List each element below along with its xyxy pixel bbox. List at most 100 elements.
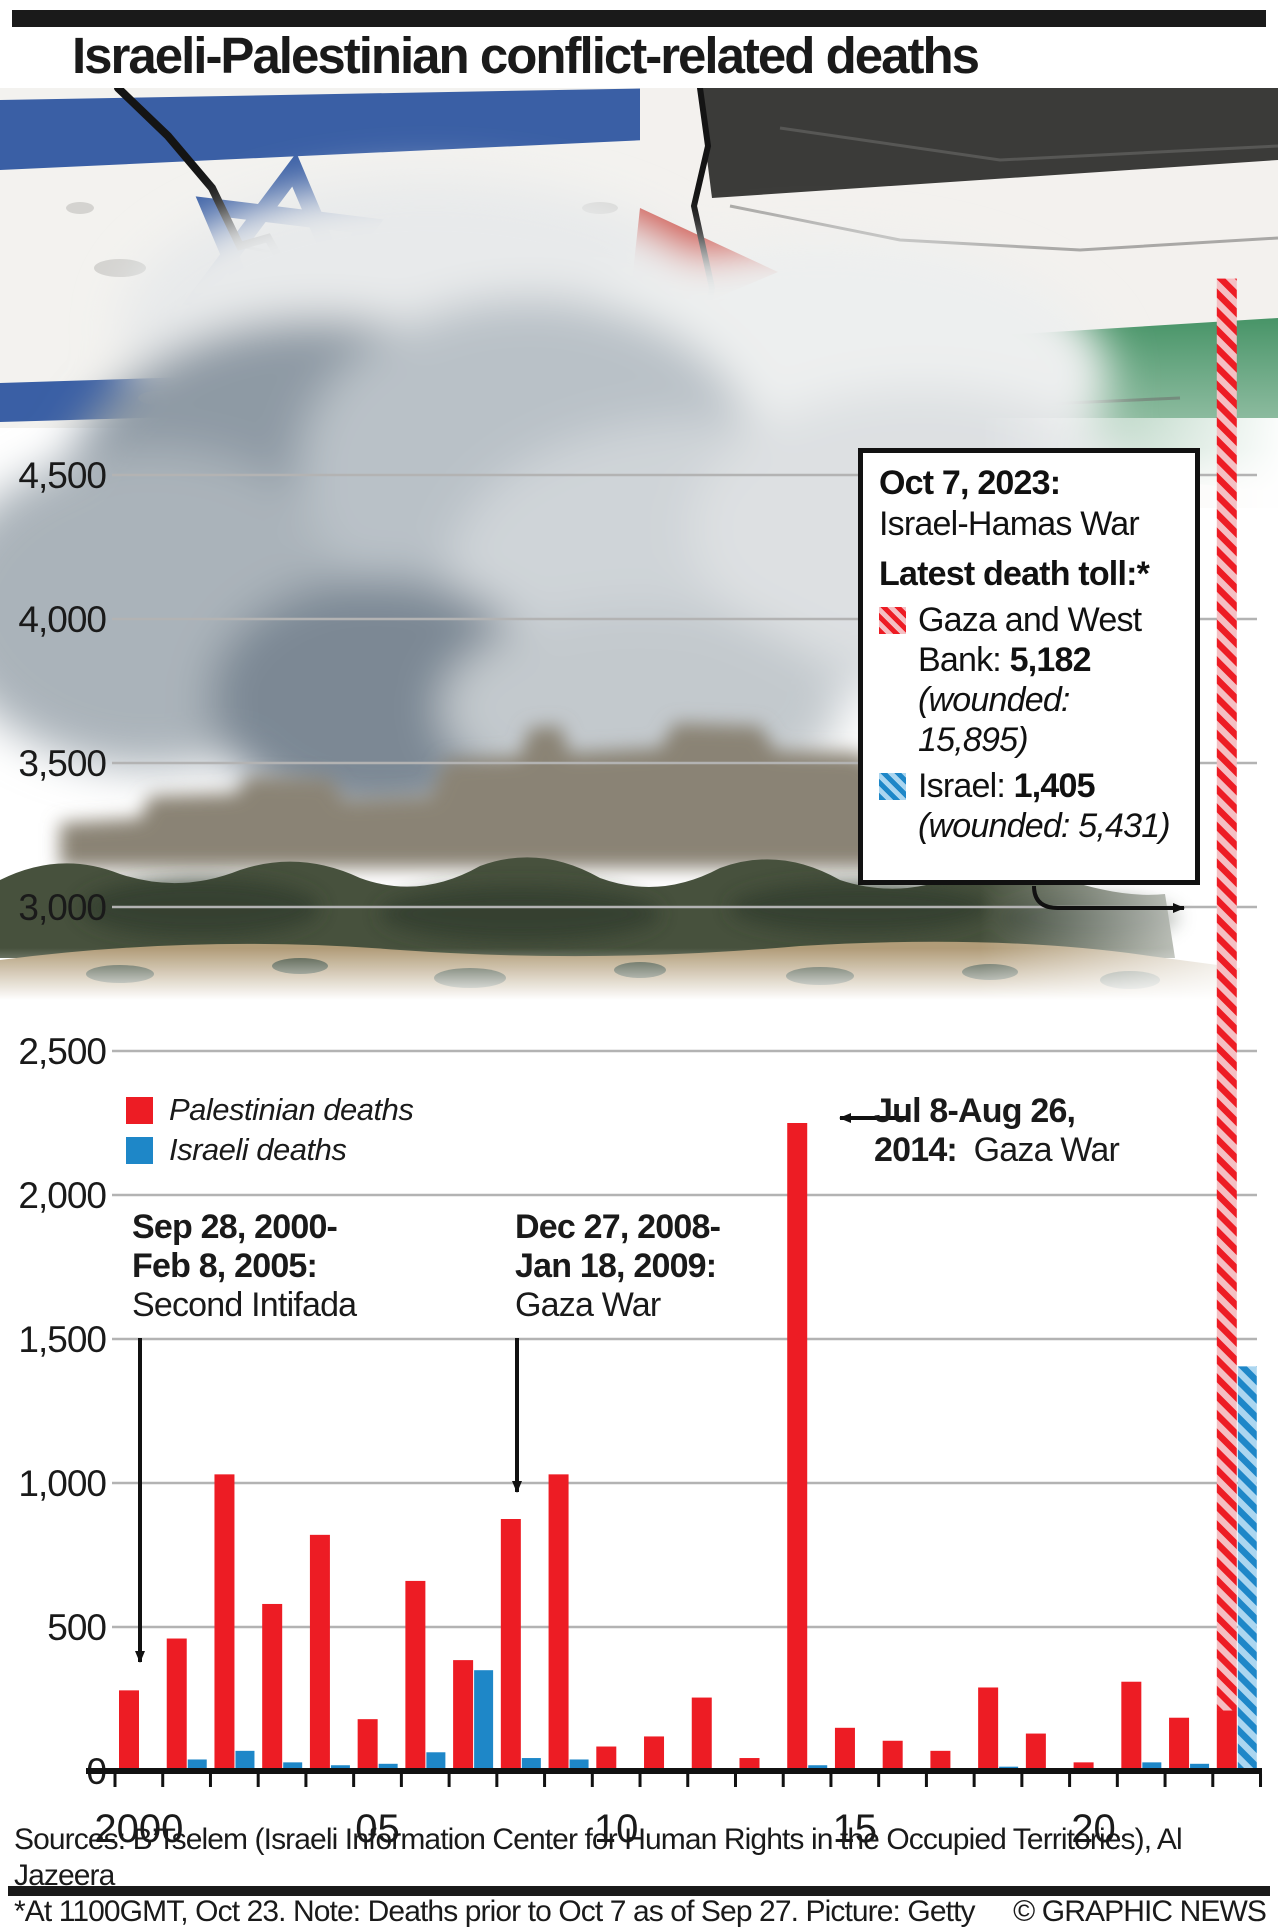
bar-palestinian-2009 xyxy=(548,1474,569,1771)
x-axis-tick xyxy=(1259,1774,1263,1787)
toll-israel-value: 1,405 xyxy=(1013,767,1096,805)
x-axis-tick xyxy=(543,1774,547,1787)
bar-palestinian-2017 xyxy=(930,1750,951,1771)
x-axis-label-2015: 15 xyxy=(833,1807,878,1851)
x-axis-tick xyxy=(686,1774,690,1787)
y-axis-label-500: 500 xyxy=(47,1607,106,1648)
bar-palestinian-2015 xyxy=(834,1727,855,1771)
bar-israeli-hatched-2023 xyxy=(1237,1366,1257,1771)
y-axis-label-4000: 4,000 xyxy=(18,599,106,640)
x-axis-tick xyxy=(877,1774,881,1787)
source-line2: *At 1100GMT, Oct 23. Note: Deaths prior … xyxy=(14,1895,976,1928)
red-hatch-swatch xyxy=(879,607,906,634)
bar-israeli-2007 xyxy=(474,1670,494,1771)
top-rule xyxy=(12,10,1266,27)
bar-israeli-2009 xyxy=(569,1759,589,1771)
annotation-gaza-war-2014: Jul 8-Aug 26, 2014: Gaza War xyxy=(874,1092,1120,1170)
legend-label: Israeli deaths xyxy=(169,1132,347,1167)
y-axis-label-2000: 2,000 xyxy=(18,1175,106,1216)
toll-gaza-label: Gaza and West Bank: xyxy=(918,601,1142,679)
blue-hatch-swatch xyxy=(879,773,906,800)
x-axis-tick xyxy=(1211,1774,1215,1787)
bar-palestinian-2023 xyxy=(1216,1710,1237,1771)
x-axis-label-2000: 2000 xyxy=(94,1807,183,1851)
bar-palestinian-2019 xyxy=(1025,1733,1046,1771)
x-axis-tick xyxy=(352,1774,356,1787)
x-axis-tick xyxy=(495,1774,499,1787)
x-axis-tick xyxy=(1068,1774,1072,1787)
x-axis-tick xyxy=(1115,1774,1119,1787)
bar-palestinian-2021 xyxy=(1121,1681,1142,1771)
bar-palestinian-2022 xyxy=(1169,1717,1190,1771)
bar-israeli-2003 xyxy=(283,1762,303,1771)
x-axis-tick xyxy=(829,1774,833,1787)
bottom-rule xyxy=(8,1886,1270,1896)
x-axis-tick xyxy=(304,1774,308,1787)
bar-israeli-2022 xyxy=(1190,1763,1210,1771)
toll-text-israel: Israel: 1,405 (wounded: 5,431) xyxy=(918,766,1174,846)
x-axis-tick xyxy=(1020,1774,1024,1787)
oct7-info-box: Oct 7, 2023: Israel-Hamas War Latest dea… xyxy=(858,448,1200,885)
page-title: Israeli-Palestinian conflict-related dea… xyxy=(72,27,980,84)
bar-israeli-2002 xyxy=(235,1750,255,1771)
bar-palestinian-2013 xyxy=(739,1758,760,1771)
bar-palestinian-2000 xyxy=(119,1690,139,1771)
x-axis-tick xyxy=(161,1774,165,1787)
info-box-toll-label: Latest death toll:* xyxy=(879,555,1150,593)
x-axis-tick xyxy=(638,1774,642,1787)
x-axis-baseline xyxy=(86,1768,1262,1774)
legend-item-palestinian: Palestinian deaths xyxy=(126,1092,414,1128)
bar-palestinian-2005 xyxy=(357,1719,378,1771)
bar-palestinian-2007 xyxy=(453,1660,474,1771)
bar-israeli-2001 xyxy=(187,1759,207,1771)
info-box-event: Israel-Hamas War xyxy=(879,505,1140,543)
source-block: Sources: B’Tselem (Israeli Information C… xyxy=(14,1822,1267,1930)
toll-gaza-wounded: (wounded: 15,895) xyxy=(918,681,1070,759)
x-axis-tick xyxy=(924,1774,928,1787)
bar-israeli-2006 xyxy=(426,1752,446,1771)
y-axis-label-1000: 1,000 xyxy=(18,1463,106,1504)
annotation-gaza-war-2009: Dec 27, 2008- Jan 18, 2009: Gaza War xyxy=(515,1208,721,1325)
toll-text-gaza: Gaza and West Bank: 5,182 (wounded: 15,8… xyxy=(918,600,1174,760)
bar-palestinian-2002 xyxy=(214,1474,235,1771)
y-axis-label-2500: 2,500 xyxy=(18,1031,106,1072)
x-axis-label-2005: 05 xyxy=(355,1807,400,1851)
israeli-color-swatch xyxy=(126,1136,153,1164)
bar-palestinian-2020 xyxy=(1073,1762,1094,1771)
x-axis-tick xyxy=(781,1774,785,1787)
bar-palestinian-2018 xyxy=(978,1687,999,1771)
x-axis-tick xyxy=(208,1774,212,1787)
toll-gaza-value: 5,182 xyxy=(1009,641,1092,679)
annotation-line: Jan 18, 2009: xyxy=(515,1247,717,1285)
annotation-line: Sep 28, 2000- xyxy=(132,1208,338,1246)
x-axis-tick xyxy=(1163,1774,1167,1787)
x-axis-tick xyxy=(113,1774,117,1787)
bar-palestinian-2012 xyxy=(691,1697,712,1771)
bar-palestinian-hatched-2023 xyxy=(1216,278,1237,1711)
source-line1: Sources: B’Tselem (Israeli Information C… xyxy=(14,1823,1183,1892)
legend-label: Palestinian deaths xyxy=(169,1092,414,1127)
bar-palestinian-2003 xyxy=(262,1603,283,1771)
toll-item-gaza: Gaza and West Bank: 5,182 (wounded: 15,8… xyxy=(879,600,1181,760)
annotation-line: Feb 8, 2005: xyxy=(132,1247,318,1285)
annotation-second-intifada: Sep 28, 2000- Feb 8, 2005: Second Intifa… xyxy=(132,1208,357,1325)
bar-palestinian-2001 xyxy=(166,1638,187,1771)
y-axis-label-3000: 3,000 xyxy=(18,887,106,928)
bar-israeli-2008 xyxy=(521,1758,541,1771)
copyright: © GRAPHIC NEWS xyxy=(1013,1895,1267,1928)
annotation-line: Dec 27, 2008- xyxy=(515,1208,721,1246)
info-box-date: Oct 7, 2023: xyxy=(879,464,1061,502)
bar-palestinian-2014 xyxy=(787,1123,808,1771)
bar-israeli-2005 xyxy=(378,1763,398,1771)
bar-palestinian-2016 xyxy=(882,1740,903,1771)
x-axis-tick xyxy=(733,1774,737,1787)
legend-item-israeli: Israeli deaths xyxy=(126,1132,347,1168)
bar-palestinian-2008 xyxy=(500,1519,521,1771)
annotation-line: Second Intifada xyxy=(132,1286,357,1324)
bar-palestinian-2006 xyxy=(405,1580,426,1771)
y-axis-label-4500: 4,500 xyxy=(18,455,106,496)
annotation-line: Gaza War xyxy=(973,1131,1120,1169)
info-box-header: Oct 7, 2023: Israel-Hamas War xyxy=(879,463,1181,545)
x-axis-tick xyxy=(590,1774,594,1787)
bar-palestinian-2010 xyxy=(596,1746,617,1771)
